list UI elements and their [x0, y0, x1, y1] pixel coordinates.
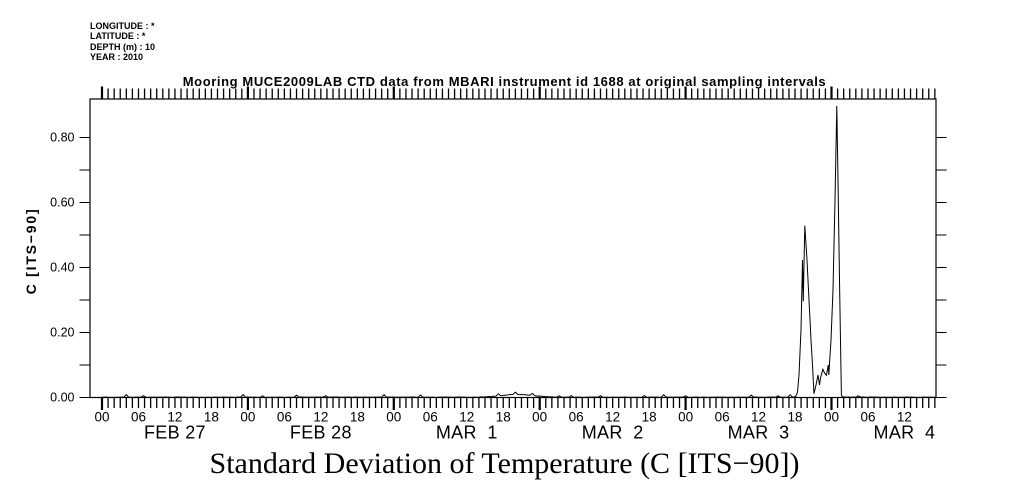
svg-text:18: 18	[496, 410, 511, 425]
svg-text:00: 00	[678, 410, 693, 425]
svg-text:FEB 28: FEB 28	[290, 423, 352, 443]
svg-text:18: 18	[642, 410, 657, 425]
svg-text:00: 00	[240, 410, 255, 425]
svg-text:MAR 2: MAR 2	[582, 423, 644, 443]
svg-text:0.60: 0.60	[50, 196, 74, 210]
svg-text:0.00: 0.00	[50, 391, 74, 405]
svg-text:MAR 4: MAR 4	[874, 423, 936, 443]
svg-text:00: 00	[532, 410, 547, 425]
svg-text:MAR 1: MAR 1	[436, 423, 498, 443]
svg-text:18: 18	[788, 410, 803, 425]
svg-text:MAR 3: MAR 3	[728, 423, 790, 443]
svg-text:00: 00	[824, 410, 839, 425]
svg-text:0.80: 0.80	[50, 131, 74, 145]
svg-text:00: 00	[386, 410, 401, 425]
svg-text:0.40: 0.40	[50, 261, 74, 275]
svg-text:FEB 27: FEB 27	[144, 423, 206, 443]
svg-text:0.20: 0.20	[50, 326, 74, 340]
svg-text:18: 18	[204, 410, 219, 425]
svg-text:18: 18	[350, 410, 365, 425]
svg-text:00: 00	[94, 410, 109, 425]
